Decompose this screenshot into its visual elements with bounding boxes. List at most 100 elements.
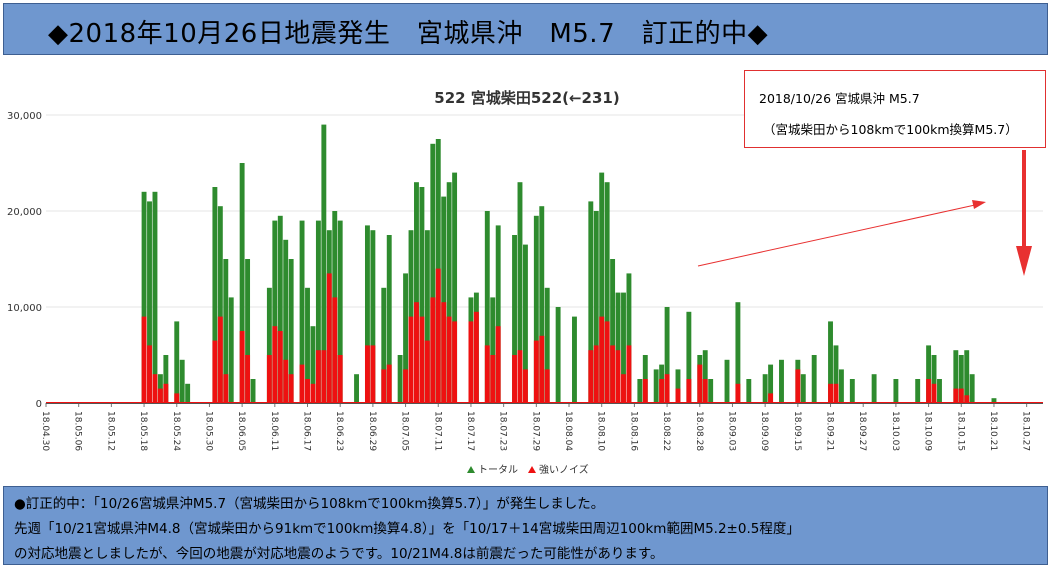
bar-total bbox=[337, 220, 343, 403]
series-noise bbox=[46, 268, 1043, 403]
bar-noise bbox=[245, 355, 251, 403]
bar-noise bbox=[958, 388, 964, 403]
legend-noise-label: 強いノイズ bbox=[539, 463, 589, 476]
bar-total bbox=[610, 259, 616, 403]
callout-detail: （宮城柴田から108kmで100km換算M5.7） bbox=[763, 122, 1018, 137]
bar-noise bbox=[517, 350, 523, 403]
bar-total bbox=[354, 374, 359, 403]
x-tick-label: 18.05.12 bbox=[105, 411, 115, 451]
bar-total bbox=[572, 316, 577, 403]
x-tick-label: 18.10.27 bbox=[1021, 411, 1031, 451]
bar-total bbox=[299, 220, 305, 403]
bar-total bbox=[599, 172, 605, 403]
y-tick-label: 30,000 bbox=[7, 111, 42, 122]
bar-noise bbox=[419, 316, 425, 403]
bar-noise bbox=[512, 355, 517, 403]
bar-noise bbox=[414, 302, 419, 403]
bar-total bbox=[414, 182, 419, 403]
bar-noise bbox=[964, 395, 970, 403]
bar-total bbox=[615, 292, 621, 403]
bar-total bbox=[141, 191, 147, 403]
x-tick-label: 18.07.11 bbox=[432, 411, 442, 451]
bar-total bbox=[991, 398, 997, 403]
bar-total bbox=[964, 350, 970, 403]
bar-noise bbox=[217, 316, 223, 403]
bar-total bbox=[239, 163, 245, 403]
bar-noise bbox=[163, 383, 169, 403]
bar-total bbox=[762, 374, 768, 403]
bar-total bbox=[522, 244, 528, 403]
bar-total bbox=[228, 297, 234, 403]
down-arrow-head bbox=[1016, 246, 1032, 276]
bar-total bbox=[185, 383, 191, 403]
event-callout: 2018/10/26 宮城県沖 M5.7 （宮城柴田から108kmで100km換… bbox=[744, 70, 1046, 148]
bar-noise bbox=[659, 379, 665, 403]
bar-total bbox=[708, 379, 714, 403]
bar-total bbox=[452, 172, 458, 403]
bar-noise bbox=[266, 355, 272, 403]
x-tick-label: 18.07.29 bbox=[530, 411, 540, 451]
bar-total bbox=[364, 225, 370, 403]
bar-noise bbox=[430, 297, 436, 403]
bar-noise bbox=[239, 331, 245, 403]
bar-total bbox=[277, 215, 283, 403]
bar-noise bbox=[664, 374, 670, 403]
bar-noise bbox=[403, 369, 409, 403]
bar-noise bbox=[386, 364, 392, 403]
x-tick-label: 18.07.05 bbox=[400, 411, 410, 451]
chart-title: 522 宮城柴田522(←231) bbox=[434, 89, 619, 107]
x-tick-label: 18.05.06 bbox=[73, 411, 83, 451]
bar-total bbox=[484, 211, 490, 403]
y-tick-label: 0 bbox=[36, 399, 42, 410]
bar-total bbox=[746, 379, 752, 403]
bar-total bbox=[893, 379, 899, 403]
bar-total bbox=[424, 230, 430, 403]
x-tick-label: 18.10.15 bbox=[955, 411, 965, 451]
bar-total bbox=[381, 287, 387, 403]
bar-total bbox=[539, 206, 545, 403]
x-tick-label: 18.08.10 bbox=[596, 411, 606, 451]
bar-total bbox=[811, 355, 817, 403]
bar-total bbox=[604, 182, 610, 403]
bar-total bbox=[223, 259, 229, 403]
bar-noise bbox=[321, 350, 327, 403]
bar-noise bbox=[424, 340, 430, 403]
explanation-note: ●訂正的中：「10/26宮城県沖M5.7（宮城柴田から108kmで100km換算… bbox=[3, 486, 1048, 565]
bar-noise bbox=[588, 350, 594, 403]
x-tick-label: 18.05.24 bbox=[171, 411, 181, 451]
x-tick-label: 18.08.28 bbox=[694, 411, 704, 451]
y-tick-label: 20,000 bbox=[7, 207, 42, 218]
bar-total bbox=[217, 206, 223, 403]
legend-total-marker bbox=[467, 466, 475, 473]
x-tick-label: 18.09.03 bbox=[726, 411, 736, 451]
bar-noise bbox=[272, 326, 278, 403]
note-line-3: の対応地震としましたが、今回の地震が対応地震のようです。10/21M4.8は前震… bbox=[14, 546, 664, 562]
x-tick-label: 18.06.29 bbox=[367, 411, 377, 451]
bar-noise bbox=[953, 388, 959, 403]
x-tick-label: 18.06.11 bbox=[269, 411, 279, 451]
bar-noise bbox=[484, 345, 490, 403]
title-banner: ◆2018年10月26日地震発生 宮城県沖 M5.7 訂正的中◆ bbox=[3, 3, 1048, 55]
bar-total bbox=[768, 364, 774, 403]
x-tick-label: 18.09.27 bbox=[857, 411, 867, 451]
bar-total bbox=[849, 379, 855, 403]
callout-event: 2018/10/26 宮城県沖 M5.7 bbox=[759, 91, 920, 106]
bar-total bbox=[441, 196, 447, 403]
bar-noise bbox=[931, 383, 937, 403]
bar-noise bbox=[697, 364, 703, 403]
pointer-arrowhead bbox=[972, 200, 986, 209]
bar-noise bbox=[686, 379, 692, 403]
bar-total bbox=[800, 374, 806, 403]
bar-noise bbox=[926, 379, 932, 403]
bar-total bbox=[370, 230, 376, 403]
bar-noise bbox=[522, 369, 528, 403]
bar-noise bbox=[326, 273, 332, 403]
bar-noise bbox=[364, 345, 370, 403]
bar-noise bbox=[381, 369, 387, 403]
y-tick-label: 10,000 bbox=[7, 303, 42, 314]
legend-noise-marker bbox=[528, 466, 536, 473]
bar-total bbox=[588, 201, 594, 403]
bar-noise bbox=[642, 379, 648, 403]
bar-total bbox=[555, 307, 561, 403]
bar-noise bbox=[599, 316, 605, 403]
